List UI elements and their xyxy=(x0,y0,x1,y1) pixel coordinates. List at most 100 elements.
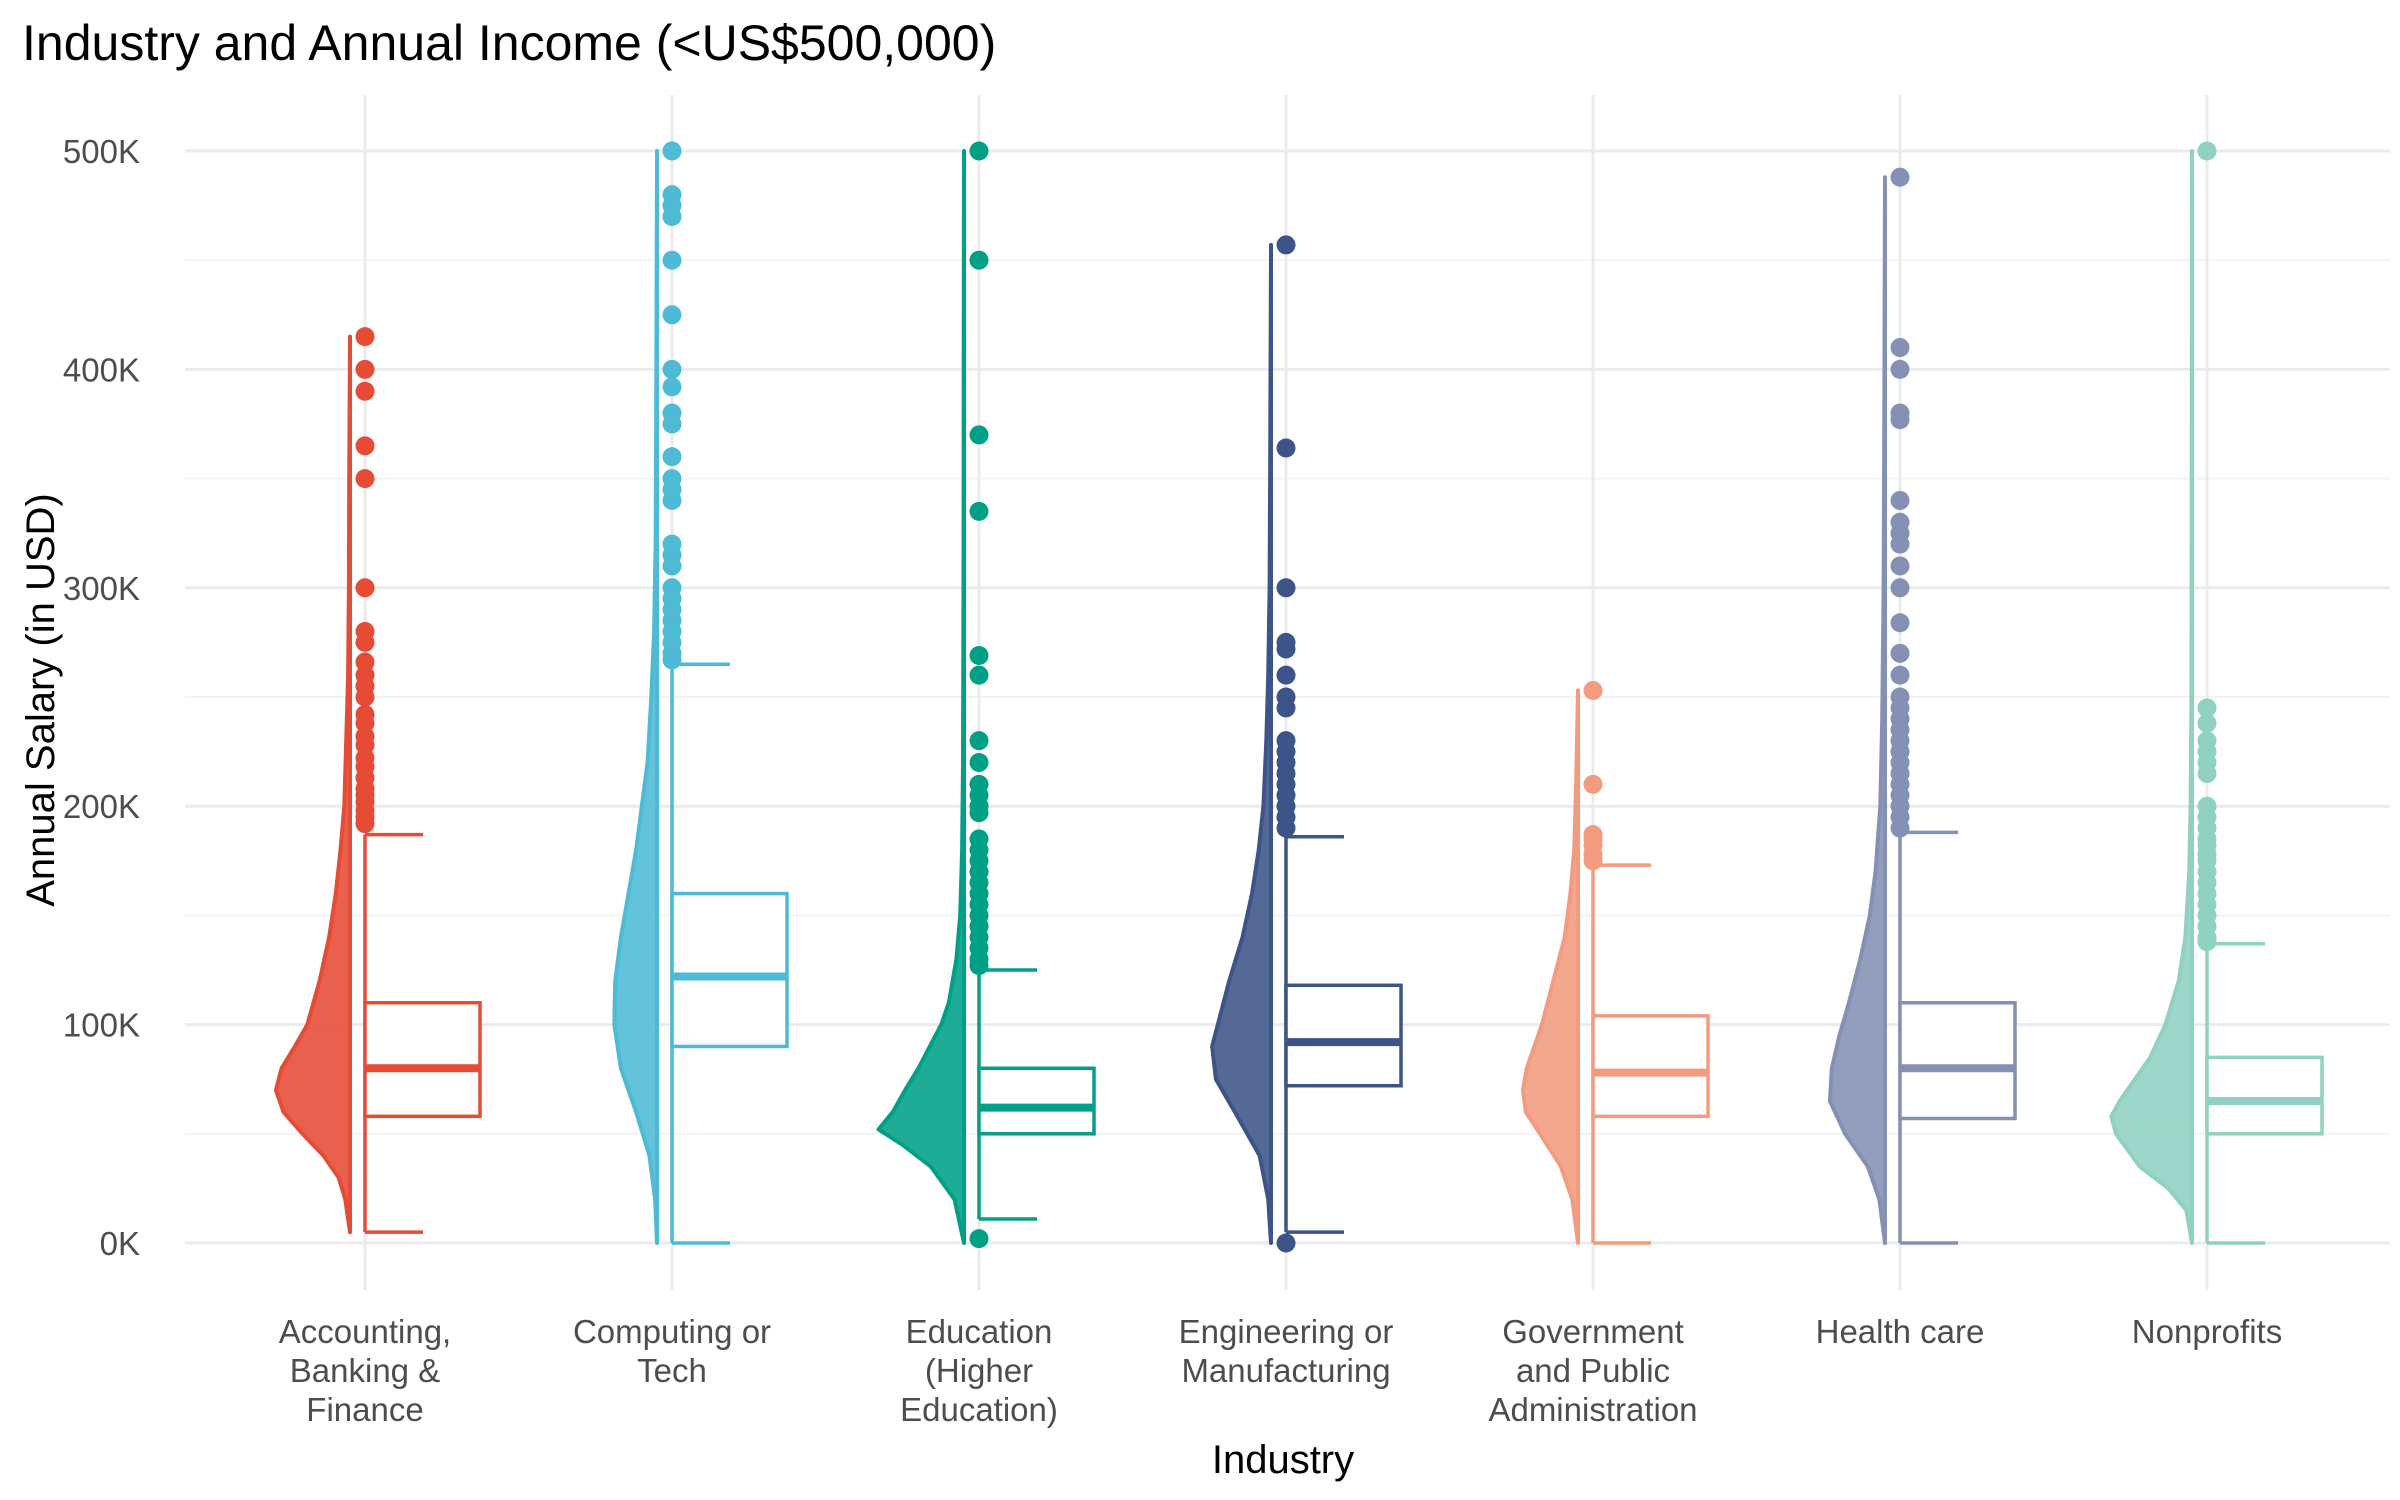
outlier-point xyxy=(1890,359,1910,379)
outlier-point xyxy=(969,141,989,161)
outlier-point xyxy=(662,556,682,576)
outlier-point xyxy=(355,327,375,347)
outlier-point xyxy=(2197,763,2217,783)
outlier-point xyxy=(1276,235,1296,255)
y-tick-label: 100K xyxy=(63,1007,140,1044)
outlier-point xyxy=(1276,639,1296,659)
x-tick-label-line: Health care xyxy=(1816,1313,1985,1350)
box-iqr xyxy=(1898,1001,2017,1121)
x-tick-label-line: (Higher xyxy=(925,1352,1033,1389)
outlier-point xyxy=(355,652,375,672)
outlier-point xyxy=(1890,410,1910,430)
density-half-violin xyxy=(273,334,352,1235)
outlier-point xyxy=(1276,578,1296,598)
category-group xyxy=(1827,167,2017,1245)
outlier-point xyxy=(1890,490,1910,510)
outlier-point xyxy=(355,578,375,598)
x-tick-label: Government and Public Administration xyxy=(1488,1313,1697,1428)
category-group xyxy=(2109,141,2324,1245)
density-half-violin xyxy=(1210,242,1273,1245)
category-group xyxy=(876,141,1096,1249)
y-axis-title: Annual Salary (in USD) xyxy=(19,493,63,907)
chart-marks xyxy=(273,141,2324,1253)
y-axis: 0K 100K 200K 300K 400K 500K xyxy=(63,133,140,1262)
outlier-point xyxy=(1276,438,1296,458)
outlier-point xyxy=(2197,698,2217,718)
outlier-point xyxy=(355,713,375,733)
x-tick-label-line: Education) xyxy=(900,1391,1058,1428)
x-tick-label-line: Manufacturing xyxy=(1181,1352,1390,1389)
x-tick-label-line: Accounting, xyxy=(279,1313,451,1350)
category-group xyxy=(612,141,789,1245)
box-iqr xyxy=(2205,1055,2324,1136)
outlier-point xyxy=(1276,1233,1296,1253)
outlier-point xyxy=(355,469,375,489)
x-tick-label: Engineering or Manufacturing xyxy=(1179,1313,1394,1389)
x-tick-label-line: Nonprofits xyxy=(2132,1313,2282,1350)
outlier-point xyxy=(969,646,989,666)
outlier-point xyxy=(662,414,682,434)
outlier-point xyxy=(662,305,682,325)
x-tick-label: Accounting, Banking & Finance xyxy=(279,1313,451,1428)
x-tick-label-line: Engineering or xyxy=(1179,1313,1394,1350)
outlier-point xyxy=(2197,932,2217,952)
outlier-point xyxy=(355,632,375,652)
y-tick-label: 200K xyxy=(63,788,140,825)
outlier-point xyxy=(1276,665,1296,685)
outlier-point xyxy=(355,436,375,456)
outlier-point xyxy=(662,447,682,467)
category-group xyxy=(273,327,482,1235)
outlier-point xyxy=(355,381,375,401)
y-tick-label: 400K xyxy=(63,351,140,388)
y-tick-label: 0K xyxy=(100,1225,140,1262)
outlier-point xyxy=(662,250,682,270)
x-tick-label-line: and Public xyxy=(1516,1352,1670,1389)
outlier-point xyxy=(1890,534,1910,554)
outlier-point xyxy=(1890,643,1910,663)
outlier-point xyxy=(969,1229,989,1249)
outlier-point xyxy=(2197,141,2217,161)
density-half-violin xyxy=(1827,175,1887,1245)
outlier-point xyxy=(355,814,375,834)
box-iqr xyxy=(1591,1014,1710,1119)
density-half-violin xyxy=(612,149,659,1245)
outlier-point xyxy=(662,490,682,510)
outlier-point xyxy=(662,377,682,397)
outlier-point xyxy=(969,250,989,270)
outlier-point xyxy=(969,425,989,445)
chart-title: Industry and Annual Income (<US$500,000) xyxy=(22,15,996,71)
x-axis: Accounting, Banking & Finance Computing or T… xyxy=(279,1313,2282,1428)
x-axis-title: Industry xyxy=(1212,1438,1354,1482)
x-tick-label: Education (Higher Education) xyxy=(900,1313,1058,1428)
box-iqr xyxy=(977,1066,1096,1136)
outlier-point xyxy=(1890,167,1910,187)
outlier-point xyxy=(1890,578,1910,598)
category-group xyxy=(1520,680,1710,1245)
y-tick-label: 300K xyxy=(63,570,140,607)
outlier-point xyxy=(969,501,989,521)
box-iqr xyxy=(1284,983,1403,1088)
outlier-point xyxy=(662,650,682,670)
y-tick-label: 500K xyxy=(63,133,140,170)
outlier-point xyxy=(1890,818,1910,838)
outlier-point xyxy=(969,665,989,685)
outlier-point xyxy=(1276,698,1296,718)
outlier-point xyxy=(1890,665,1910,685)
outlier-point xyxy=(1583,774,1603,794)
outlier-point xyxy=(662,359,682,379)
outlier-point xyxy=(969,956,989,976)
x-tick-label-line: Education xyxy=(906,1313,1053,1350)
x-tick-label-line: Computing or xyxy=(573,1313,771,1350)
outlier-point xyxy=(969,803,989,823)
outlier-point xyxy=(1890,556,1910,576)
density-half-violin xyxy=(2109,149,2194,1245)
outlier-point xyxy=(355,359,375,379)
x-tick-label-line: Banking & xyxy=(290,1352,440,1389)
x-tick-label: Health care xyxy=(1816,1313,1985,1350)
outlier-point xyxy=(355,687,375,707)
outlier-point xyxy=(1276,818,1296,838)
box-iqr xyxy=(363,1001,482,1119)
category-group xyxy=(1210,235,1403,1253)
outlier-point xyxy=(1890,613,1910,633)
